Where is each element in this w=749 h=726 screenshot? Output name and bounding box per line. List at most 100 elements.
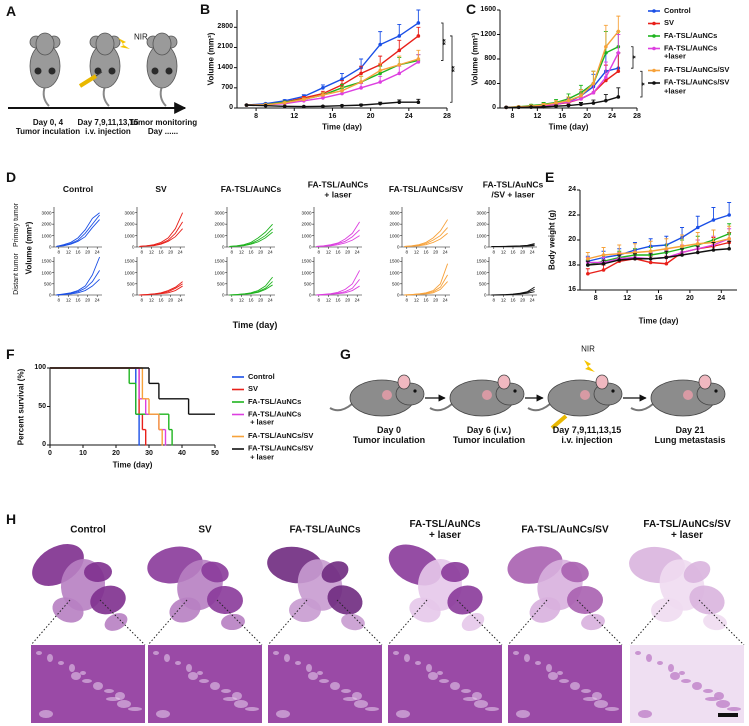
x-tick-label: 16	[558, 113, 567, 121]
tissue-detail	[164, 654, 170, 662]
x-tick-label: 12	[238, 297, 244, 303]
y-tick-label: 24	[568, 186, 576, 194]
tissue-lobe	[581, 613, 605, 631]
y-tick-label: 0	[308, 292, 312, 298]
tissue-detail	[188, 672, 198, 680]
group-title: FA-TSL/AuNCs	[220, 184, 282, 195]
x-tick-label: 16	[75, 297, 81, 303]
mouse-tail	[42, 85, 50, 107]
y-tick-label: 1000	[41, 270, 52, 276]
label: A	[6, 3, 17, 20]
y-tick-label: 400	[484, 79, 496, 87]
tissue-section	[147, 546, 245, 631]
mini-axes	[488, 257, 537, 296]
y-tick-label: 1000	[214, 270, 225, 276]
y-tick-label: 3000	[41, 210, 52, 216]
x-tick-label: 20	[433, 297, 439, 303]
individual-curve	[56, 212, 100, 247]
individual-curve	[491, 245, 535, 247]
tissue-detail	[199, 679, 209, 683]
data-point	[516, 105, 521, 110]
label: D	[6, 169, 17, 186]
y-tick-label: 0	[483, 244, 487, 250]
data-point	[263, 103, 268, 108]
x-tick-label: 16	[510, 249, 516, 255]
individual-curve	[404, 274, 448, 296]
tissue-lobe	[529, 597, 561, 623]
zoom-guide	[267, 599, 308, 646]
x-tick-label: 24	[267, 249, 273, 255]
tumor	[482, 390, 492, 400]
x-tick-label: 24	[529, 297, 535, 303]
x-tick-label: 20	[520, 297, 526, 303]
step-label: Day 0 Tumor inculation	[352, 424, 426, 445]
individual-curve	[229, 284, 273, 296]
x-tick-label: 8	[57, 297, 61, 303]
x-tick-label: 12	[325, 249, 331, 255]
tissue-lobe	[651, 597, 683, 623]
x-tick-label: 10	[79, 450, 87, 458]
tissue-detail	[69, 664, 75, 672]
individual-curve	[139, 212, 184, 247]
mouse-eye	[513, 389, 517, 393]
nir-bolt	[118, 38, 130, 49]
data-point	[340, 91, 344, 96]
data-point	[680, 253, 684, 257]
x-axis-label: Time (day)	[232, 319, 278, 330]
data-point	[648, 256, 653, 261]
x-tick-label: 8	[140, 249, 144, 255]
tissue-detail	[474, 700, 488, 708]
group-title: Control	[70, 524, 106, 536]
x-tick-label: 12	[238, 249, 244, 255]
x-tick-label: 20	[258, 249, 264, 255]
x-tick-label: 12	[413, 249, 419, 255]
data-point	[541, 104, 546, 109]
series-line	[587, 248, 730, 266]
x-tick-label: 8	[405, 249, 409, 255]
mouse-tail	[429, 403, 453, 412]
tissue-detail	[546, 664, 552, 672]
x-tick-label: 16	[335, 249, 341, 255]
significance-label: **	[441, 38, 451, 45]
tissue-detail	[80, 671, 86, 675]
data-point	[604, 75, 608, 80]
x-tick-label: 8	[510, 113, 515, 121]
mouse-eye	[714, 389, 718, 393]
y-tick-label: 3000	[124, 210, 135, 216]
x-tick-label: 20	[85, 297, 91, 303]
x-tick-label: 20	[168, 297, 174, 303]
scale-bar	[718, 713, 738, 717]
x-tick-label: 24	[717, 295, 726, 303]
tissue-detail	[679, 671, 685, 675]
tissue-detail	[415, 661, 421, 665]
tissue-detail	[437, 671, 443, 675]
data-point	[282, 104, 287, 109]
x-tick-label: 12	[500, 249, 506, 255]
label: NIR	[134, 32, 148, 42]
x-tick-label: 24	[404, 113, 413, 121]
legend-label: SV	[664, 17, 675, 27]
data-point	[591, 101, 596, 105]
x-tick-label: 20	[520, 249, 526, 255]
legend-label: FA-TSL/AuNCs/SV + laser	[248, 443, 314, 462]
tissue-lobe	[104, 613, 128, 631]
data-point	[648, 249, 653, 254]
individual-curve	[139, 228, 183, 247]
mouse-head	[95, 32, 115, 56]
tissue-detail	[605, 707, 619, 711]
tissue-section	[629, 546, 727, 631]
mouse-tail	[159, 85, 167, 107]
x-tick-label: 8	[317, 297, 321, 303]
mini-axes	[313, 207, 362, 248]
label: Day 7,9,11,13,15 i.v. injection	[77, 118, 139, 136]
individual-curve	[404, 232, 448, 247]
data-point	[604, 44, 608, 49]
tissue-detail	[365, 707, 379, 711]
y-tick-label: 1600	[480, 6, 496, 14]
y-tick-label: 1000	[476, 233, 487, 239]
data-point	[359, 103, 363, 107]
data-point	[378, 101, 382, 106]
data-point	[321, 93, 325, 97]
data-point	[554, 104, 558, 108]
